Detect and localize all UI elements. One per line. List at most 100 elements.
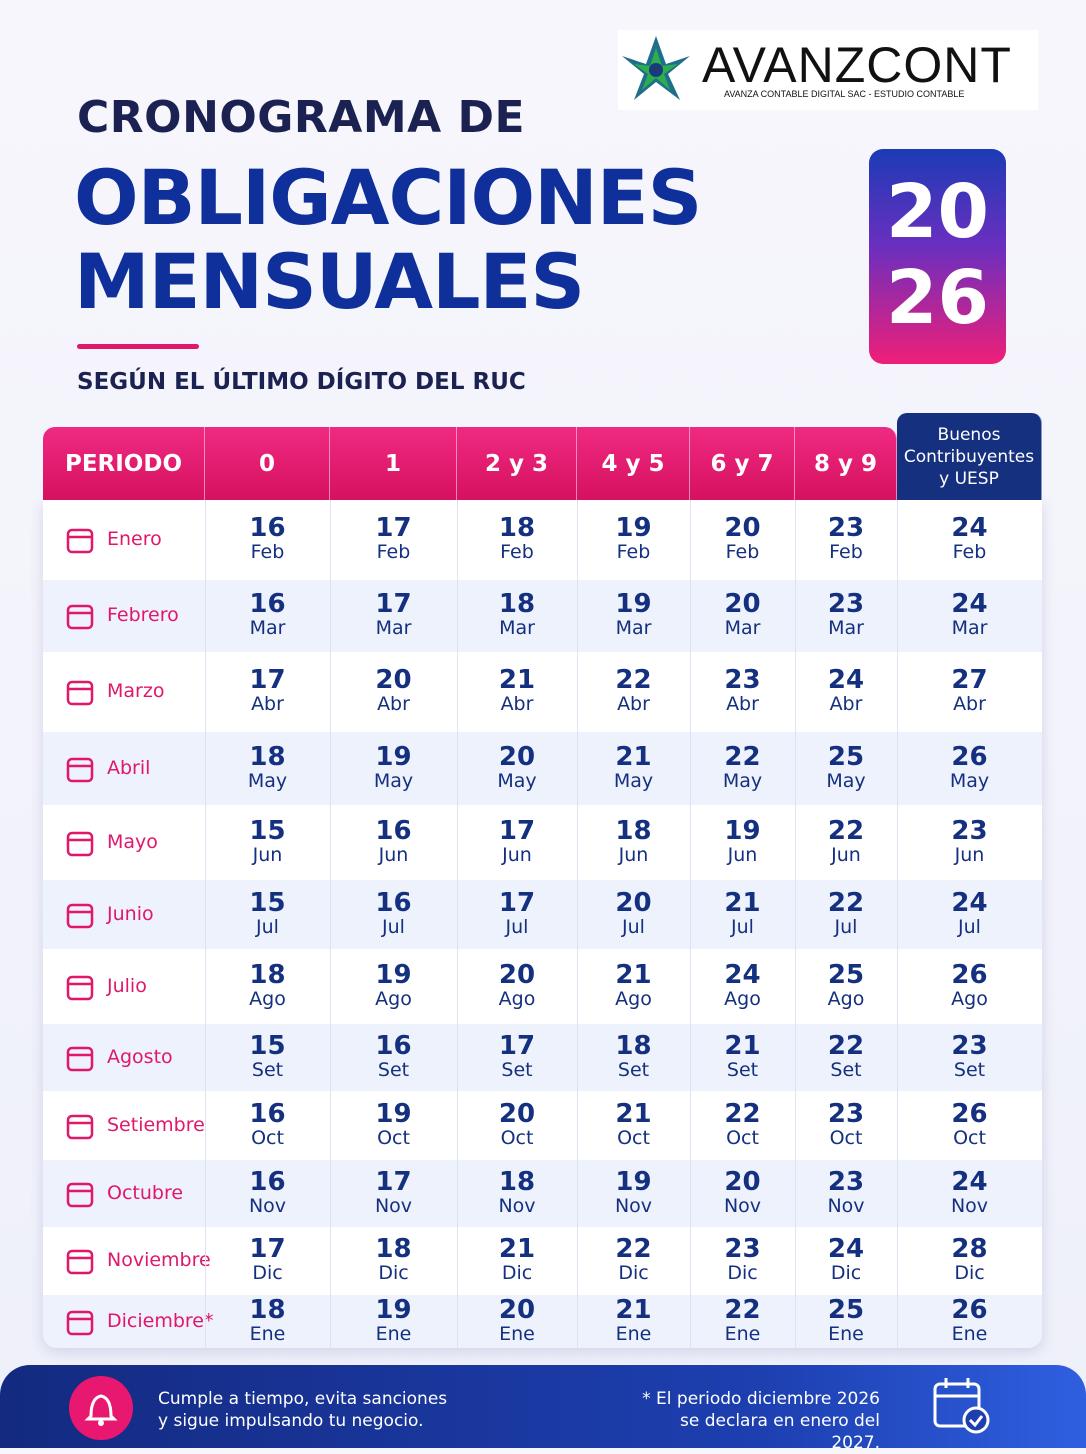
date-cell: 21 Jul (693, 890, 793, 938)
date-cell: 23 Set (920, 1033, 1020, 1081)
date-month: Set (377, 1058, 410, 1081)
date-month: Set (617, 1058, 650, 1081)
date-day: 16 (249, 1098, 286, 1129)
date-cell: 22 Jul (796, 890, 896, 938)
date-day: 19 (375, 1294, 412, 1325)
logo (618, 30, 1038, 110)
date-month: Jul (731, 915, 754, 938)
title-line: CRONOGRAMA DE (77, 92, 526, 143)
date-month: Dic (830, 1262, 862, 1284)
date-month: Ago (375, 987, 412, 1010)
date-cell: 17 Jun (467, 818, 567, 866)
column-header: 2 y 3 (457, 427, 577, 500)
date-day: 23 (951, 815, 988, 846)
date-day: 20 (498, 959, 536, 990)
date-day: 23 (951, 1030, 988, 1061)
column-header: 1 (330, 427, 457, 500)
date-cell: 22 May (693, 744, 793, 792)
date-day: 21 (615, 1294, 652, 1325)
date-day: 20 (498, 1098, 536, 1129)
footer-text: * El periodo diciembre 2026 (642, 1389, 880, 1409)
date-day: 24 (827, 1234, 865, 1264)
table-row: Diciembre* 18 Ene 19 Ene 20 Ene 21 Ene 22 Ene 25 Ene… (43, 1295, 1042, 1348)
date-month: Jul (505, 915, 529, 938)
date-day: 21 (498, 1234, 536, 1264)
date-day: 28 (951, 1234, 988, 1264)
period-label: Diciembre* (107, 1309, 214, 1332)
date-day: 22 (724, 1294, 761, 1325)
date-cell: 15 Jun (218, 818, 318, 866)
date-month: Mar (615, 617, 652, 639)
row-icon (66, 604, 94, 630)
date-month: Oct (617, 1126, 650, 1149)
date-day: 17 (249, 665, 286, 695)
footer-text: y sigue impulsando tu negocio. (158, 1411, 424, 1431)
logo-tagline: AVANZA CONTABLE DIGITAL SAC - ESTUDIO CO… (724, 89, 965, 99)
date-month: Jul (256, 915, 279, 938)
date-month: Ago (249, 987, 286, 1010)
date-cell: 20 Ene (467, 1297, 567, 1345)
date-month: Feb (616, 541, 651, 563)
date-month: Ago (951, 987, 988, 1010)
date-month: Mar (249, 617, 286, 639)
date-cell: 28 Dic (920, 1236, 1020, 1284)
column-header: 4 y 5 (577, 427, 690, 500)
divider (77, 344, 199, 349)
column-divider (897, 500, 898, 1348)
date-month: Jun (954, 843, 985, 866)
date-cell: 20 Oct (467, 1101, 567, 1149)
date-cell: 26 Ago (920, 962, 1020, 1010)
date-month: Oct (500, 1126, 534, 1149)
date-day: 20 (615, 887, 652, 918)
date-cell: 21 Ago (584, 962, 684, 1010)
table-row: Mayo 15 Jun 16 Jun 17 Jun 18 Jun 19 Jun 22 Jun 23 Jun (43, 805, 1042, 880)
column-divider (690, 500, 691, 1348)
date-cell: 18 Mar (467, 591, 567, 639)
date-month: May (826, 769, 866, 792)
date-cell: 20 Nov (693, 1169, 793, 1217)
date-month: Dic (618, 1262, 649, 1284)
date-month: Jul (834, 915, 858, 938)
date-month: Nov (248, 1194, 287, 1217)
date-month: Set (953, 1058, 986, 1081)
date-day: 20 (724, 513, 761, 543)
date-day: 20 (724, 1166, 761, 1197)
date-cell: 26 Ene (920, 1297, 1020, 1345)
date-day: 22 (827, 1030, 865, 1061)
date-cell: 19 Mar (584, 591, 684, 639)
column-header: Buenos Contribuyentes y UESP (897, 413, 1042, 500)
date-month: Nov (498, 1194, 536, 1217)
date-month: Jun (502, 843, 532, 866)
date-cell: 19 Ene (344, 1297, 444, 1345)
date-month: Ago (498, 987, 536, 1010)
date-day: 16 (249, 1166, 286, 1197)
date-day: 24 (951, 1166, 988, 1197)
date-month: Dic (727, 1262, 758, 1284)
date-month: Ago (615, 987, 652, 1010)
footer-message: Cumple a tiempo, evita sanciones y sigue… (158, 1388, 447, 1432)
table-row: Setiembre 16 Oct 19 Oct 20 Oct 21 Oct 22 Oct 23 Oct 2… (43, 1091, 1042, 1160)
logo-name: AVANZCONT (702, 37, 1012, 93)
date-day: 15 (249, 1030, 286, 1061)
date-month: Ene (615, 1322, 652, 1345)
date-cell: 16 Mar (218, 591, 318, 639)
date-cell: 18 Jun (584, 818, 684, 866)
column-header: PERIODO (43, 427, 205, 500)
date-month: Abr (953, 693, 986, 715)
date-month: Mar (375, 617, 412, 639)
date-cell: 23 Dic (693, 1236, 793, 1284)
column-header: 8 y 9 (795, 427, 897, 500)
date-cell: 20 Jul (584, 890, 684, 938)
row-icon (66, 757, 94, 782)
date-cell: 22 Abr (584, 667, 684, 715)
date-cell: 17 Abr (218, 667, 318, 715)
date-month: Ene (249, 1322, 286, 1345)
logo-icon (622, 36, 690, 100)
date-day: 20 (498, 1294, 536, 1325)
date-cell: 25 May (796, 744, 896, 792)
date-month: Jun (727, 843, 758, 866)
date-cell: 19 Ago (344, 962, 444, 1010)
date-day: 19 (615, 513, 652, 543)
date-day: 18 (615, 1030, 652, 1061)
period-label: Agosto (107, 1045, 173, 1068)
